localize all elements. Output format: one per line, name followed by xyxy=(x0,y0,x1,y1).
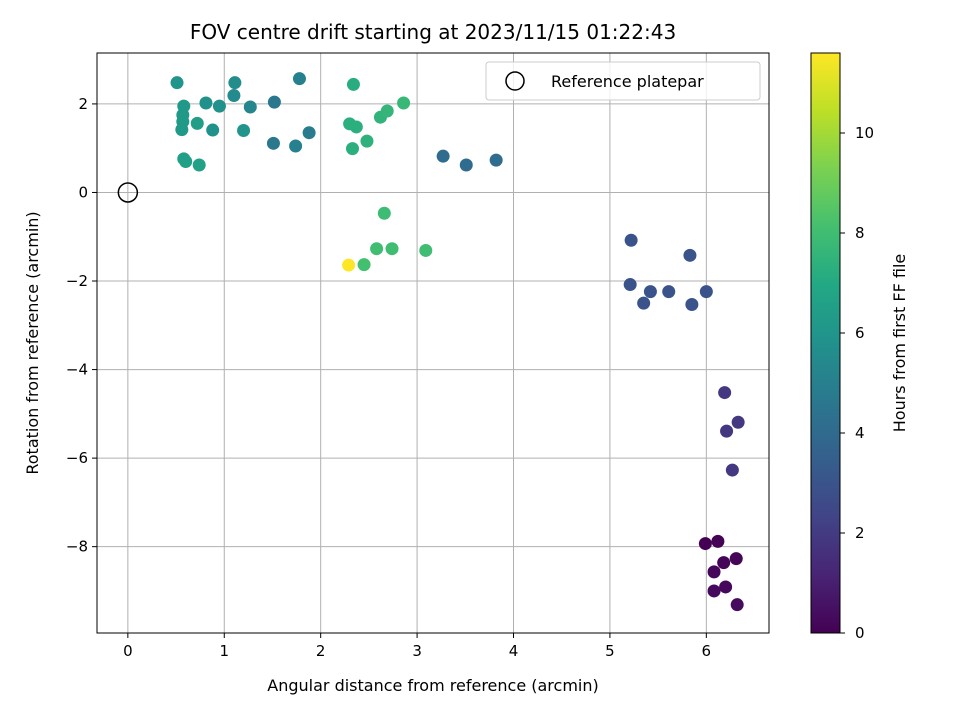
data-point xyxy=(228,76,242,90)
colorbar-tick-label: 0 xyxy=(855,624,865,642)
x-tick-label: 6 xyxy=(702,642,712,660)
x-tick-label: 1 xyxy=(219,642,229,660)
data-point xyxy=(346,77,360,91)
y-axis-title: Rotation from reference (arcmin) xyxy=(23,211,42,474)
data-point xyxy=(718,386,732,400)
data-point xyxy=(725,463,739,477)
data-point xyxy=(720,424,734,438)
legend-box xyxy=(485,61,761,101)
chart-title: FOV centre drift starting at 2023/11/15 … xyxy=(190,20,676,44)
data-point xyxy=(292,72,306,86)
y-tick-label: 0 xyxy=(78,183,88,201)
data-point xyxy=(699,285,713,299)
data-point xyxy=(266,136,280,150)
data-point xyxy=(199,96,213,110)
y-tick-label: −6 xyxy=(66,449,88,467)
x-axis-ticks: 0 1 2 3 4 5 6 xyxy=(123,633,711,660)
data-point xyxy=(717,556,731,570)
data-point xyxy=(489,153,503,167)
data-point xyxy=(637,296,651,310)
y-tick-label: −8 xyxy=(66,538,88,556)
data-point xyxy=(212,99,226,113)
data-point xyxy=(243,100,257,114)
reference-point xyxy=(117,182,139,203)
legend-label: Reference platepar xyxy=(551,72,704,91)
y-axis-ticks: −8 −6 −4 −2 0 2 xyxy=(66,95,97,556)
data-point xyxy=(267,95,281,109)
colorbar: 0 2 4 6 8 10 Hours from first FF file xyxy=(810,52,909,642)
reference-marker xyxy=(117,182,139,203)
colorbar-ticks: 0 2 4 6 8 10 xyxy=(840,124,874,642)
data-point xyxy=(345,142,359,156)
colorbar-tick-label: 6 xyxy=(855,324,865,342)
y-tick-label: −4 xyxy=(66,361,88,379)
data-point xyxy=(730,598,744,612)
y-tick-label: −2 xyxy=(66,272,88,290)
data-point xyxy=(719,580,733,594)
data-point xyxy=(349,120,363,134)
data-point xyxy=(237,123,251,137)
data-point xyxy=(643,285,657,299)
data-point xyxy=(190,116,204,130)
data-point xyxy=(175,123,189,137)
y-tick-label: 2 xyxy=(78,95,88,113)
data-point xyxy=(731,415,745,429)
data-point xyxy=(662,285,676,299)
data-point xyxy=(360,134,374,148)
data-point xyxy=(370,242,384,256)
data-point xyxy=(707,565,721,579)
data-points xyxy=(170,72,745,612)
colorbar-tick-label: 4 xyxy=(855,424,865,442)
grid-lines xyxy=(97,53,769,633)
x-tick-label: 4 xyxy=(509,642,519,660)
data-point xyxy=(170,76,184,90)
data-point xyxy=(227,89,241,103)
data-point xyxy=(729,552,743,566)
data-point xyxy=(459,158,473,172)
data-point xyxy=(683,248,697,262)
x-tick-label: 0 xyxy=(123,642,133,660)
data-point xyxy=(436,149,450,163)
data-point xyxy=(357,258,371,272)
data-point xyxy=(192,158,206,172)
data-point xyxy=(377,206,391,220)
legend-marker-icon xyxy=(505,71,525,91)
data-point xyxy=(206,123,220,137)
colorbar-gradient xyxy=(810,52,841,634)
data-point xyxy=(707,584,721,598)
data-point xyxy=(302,126,316,140)
data-point xyxy=(179,154,193,168)
data-point xyxy=(624,233,638,247)
x-tick-label: 2 xyxy=(316,642,326,660)
colorbar-tick-label: 2 xyxy=(855,524,865,542)
x-tick-label: 3 xyxy=(412,642,422,660)
data-point xyxy=(385,242,399,256)
data-point xyxy=(380,104,394,118)
data-point xyxy=(289,139,303,153)
plot-frame xyxy=(96,52,770,634)
data-point xyxy=(685,297,699,311)
data-point xyxy=(419,243,433,257)
x-tick-label: 5 xyxy=(605,642,615,660)
x-axis-title: Angular distance from reference (arcmin) xyxy=(267,676,598,695)
colorbar-title: Hours from first FF file xyxy=(890,254,909,433)
data-point xyxy=(698,537,712,551)
legend: Reference platepar xyxy=(485,61,761,101)
colorbar-tick-label: 10 xyxy=(855,124,874,142)
data-point xyxy=(397,96,411,110)
data-point xyxy=(711,534,725,548)
data-point xyxy=(623,278,637,292)
data-point xyxy=(342,258,356,272)
colorbar-tick-label: 8 xyxy=(855,224,865,242)
